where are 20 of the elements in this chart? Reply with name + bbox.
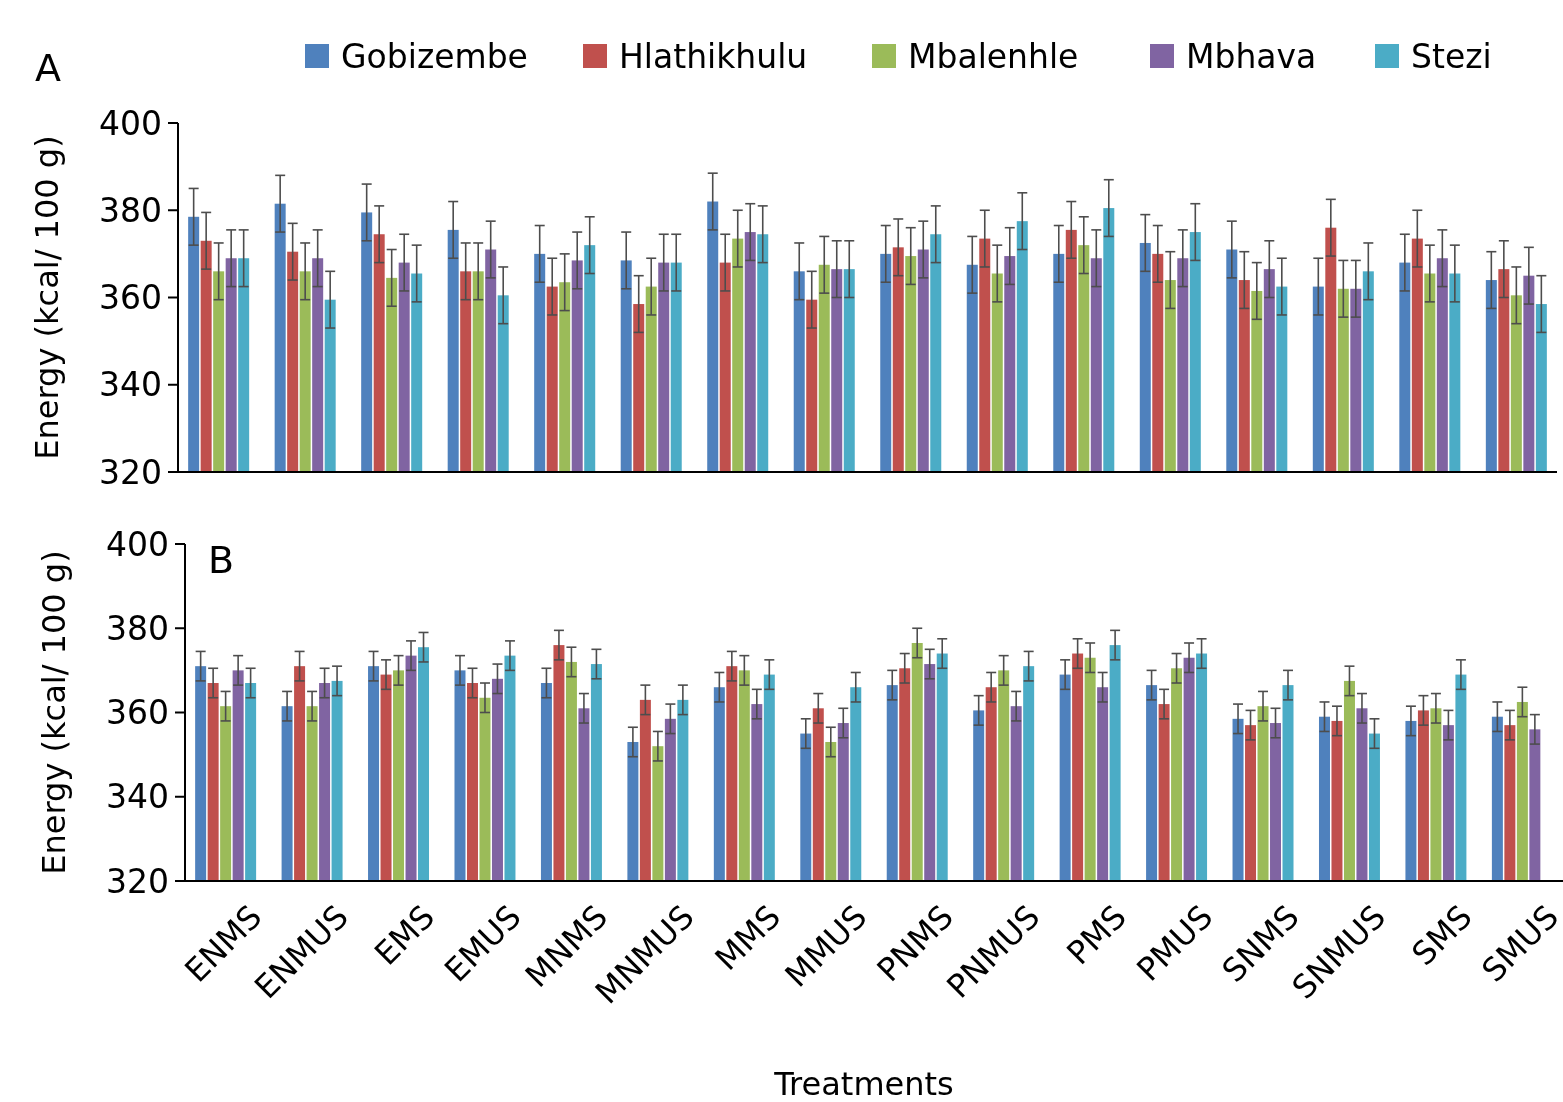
y-tick-label: 380 bbox=[99, 190, 162, 230]
y-tick-label: 340 bbox=[106, 777, 169, 817]
y-tick-label: 360 bbox=[99, 278, 162, 318]
legend-label: Hlathikhulu bbox=[619, 36, 808, 76]
legend-label: Gobizembe bbox=[341, 36, 528, 76]
y-tick-label: 360 bbox=[106, 693, 169, 733]
y-tick-label: 340 bbox=[99, 365, 162, 405]
y-tick-label: 320 bbox=[106, 861, 169, 901]
y-tick-label: 320 bbox=[99, 452, 162, 492]
text: A bbox=[35, 46, 61, 91]
y-tick-label: 380 bbox=[106, 608, 169, 648]
legend-label: Mbalenhle bbox=[908, 36, 1079, 76]
y-axis-title: Energy (kcal/ 100 g) bbox=[28, 135, 66, 460]
y-tick-label: 400 bbox=[106, 524, 169, 564]
legend-label: Mbhava bbox=[1186, 36, 1317, 76]
annotation: B bbox=[208, 538, 235, 583]
x-axis-title: Treatments bbox=[773, 1065, 954, 1102]
y-axis-title: Energy (kcal/ 100 g) bbox=[35, 550, 73, 875]
legend-label: Stezi bbox=[1411, 36, 1492, 76]
y-tick-label: 400 bbox=[99, 103, 162, 143]
